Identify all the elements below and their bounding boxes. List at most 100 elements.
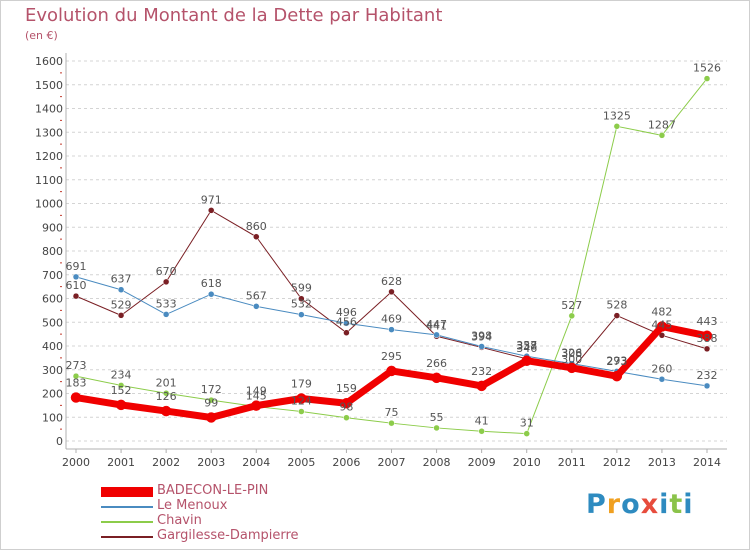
data-point-gargilesse-dampierre [613, 312, 621, 319]
x-tick-label: 2009 [468, 456, 496, 469]
y-tick-label: 800 [42, 245, 63, 258]
y-tick-label: 300 [42, 364, 63, 377]
data-label-chavin: 75 [385, 406, 399, 419]
data-label-chavin: 1325 [603, 109, 631, 122]
data-point-badecon-le-pin [611, 370, 623, 382]
data-label-badecon-le-pin: 126 [156, 390, 177, 403]
data-label-le-menoux: 637 [111, 273, 132, 286]
data-label-gargilesse-dampierre: 610 [66, 279, 87, 292]
data-label-le-menoux: 232 [697, 369, 718, 382]
data-label-le-menoux: 496 [336, 306, 357, 319]
data-label-le-menoux: 260 [651, 362, 672, 375]
data-label-chavin: 1287 [648, 118, 676, 131]
data-label-badecon-le-pin: 308 [561, 347, 582, 360]
data-label-gargilesse-dampierre: 394 [471, 330, 492, 343]
data-point-gargilesse-dampierre [388, 288, 395, 296]
y-tick-label: 600 [42, 293, 63, 306]
data-label-badecon-le-pin: 266 [426, 357, 447, 370]
logo-letter: x [640, 489, 660, 520]
axes [60, 53, 727, 453]
data-point-le-menoux [703, 382, 711, 390]
data-label-gargilesse-dampierre: 441 [426, 319, 447, 332]
legend-label: Le Menoux [157, 498, 228, 513]
data-point-gargilesse-dampierre [658, 332, 666, 339]
data-point-chavin [72, 372, 80, 380]
data-label-le-menoux: 398 [471, 329, 492, 342]
legend-swatch [101, 506, 153, 508]
data-label-badecon-le-pin: 338 [516, 340, 537, 353]
data-point-chavin [343, 414, 350, 421]
chart-title: Evolution du Montant de la Dette par Hab… [25, 5, 443, 26]
y-tick-label: 700 [42, 269, 63, 282]
data-label-gargilesse-dampierre: 529 [111, 298, 132, 311]
data-label-gargilesse-dampierre: 860 [246, 220, 267, 233]
data-label-le-menoux: 293 [606, 354, 627, 367]
data-label-le-menoux: 532 [291, 298, 312, 311]
data-point-gargilesse-dampierre [207, 207, 215, 214]
data-label-le-menoux: 691 [66, 260, 87, 273]
data-label-chavin: 145 [246, 390, 267, 403]
legend-label: Chavin [157, 513, 202, 528]
data-label-gargilesse-dampierre: 670 [156, 265, 177, 278]
data-label-badecon-le-pin: 295 [381, 350, 402, 363]
data-point-le-menoux [388, 326, 395, 333]
data-label-le-menoux: 357 [516, 339, 537, 352]
data-label-badecon-le-pin: 482 [651, 306, 672, 319]
legend-swatch [101, 487, 153, 497]
y-tick-label: 1300 [35, 126, 63, 139]
x-tick-label: 2014 [693, 456, 721, 469]
data-point-le-menoux [343, 319, 350, 327]
data-point-le-menoux [207, 290, 215, 298]
data-label-chavin: 98 [339, 401, 353, 414]
y-tick-label: 1400 [35, 103, 63, 116]
data-label-badecon-le-pin: 183 [66, 377, 87, 390]
x-tick-label: 2006 [332, 456, 360, 469]
data-label-badecon-le-pin: 179 [291, 377, 312, 390]
data-point-chavin [388, 419, 395, 427]
data-point-gargilesse-dampierre [72, 292, 80, 300]
logo-letter: r [606, 489, 622, 520]
data-label-chavin: 31 [520, 417, 534, 430]
legend-swatch [101, 536, 153, 538]
data-label-chavin: 527 [561, 299, 582, 312]
data-point-badecon-le-pin [386, 365, 397, 377]
data-label-badecon-le-pin: 443 [697, 315, 718, 328]
x-tick-label: 2007 [378, 456, 406, 469]
x-tick-label: 2013 [648, 456, 676, 469]
data-label-gargilesse-dampierre: 300 [561, 353, 582, 366]
data-point-badecon-le-pin [251, 400, 262, 411]
data-label-chavin: 124 [291, 395, 312, 408]
data-point-chavin [478, 428, 485, 435]
data-point-chavin [433, 424, 440, 432]
y-tick-label: 0 [56, 435, 63, 448]
data-point-gargilesse-dampierre [298, 295, 305, 302]
data-point-chavin [207, 396, 215, 404]
data-label-badecon-le-pin: 149 [246, 385, 267, 398]
x-tick-labels: 2000 2001 2002 2003 2004 2005 2006 2007 2008 2009… [62, 456, 721, 469]
data-point-gargilesse-dampierre [253, 233, 260, 240]
data-point-badecon-le-pin [656, 321, 668, 332]
data-point-chavin [658, 132, 666, 139]
logo-letter: o [621, 489, 641, 520]
data-point-chavin [703, 75, 711, 82]
logo-letter: P [586, 489, 607, 520]
data-label-le-menoux: 447 [426, 318, 447, 331]
data-point-badecon-le-pin [566, 362, 578, 374]
data-point-le-menoux [253, 303, 260, 310]
y-tick-label: 100 [42, 411, 63, 424]
y-tick-labels: 0 100 200 300 400 500 600 700 800 900 1000 1100 1200… [35, 55, 63, 448]
legend-label: BADECON-LE-PIN [157, 483, 269, 498]
y-tick-label: 400 [42, 340, 63, 353]
data-point-badecon-le-pin [521, 355, 532, 366]
x-tick-label: 2008 [423, 456, 451, 469]
grid-lines [66, 60, 727, 442]
data-point-le-menoux [162, 311, 170, 318]
data-point-chavin [568, 312, 576, 320]
data-point-le-menoux [658, 376, 666, 383]
series-lines [70, 75, 713, 437]
y-tick-label: 200 [42, 388, 63, 401]
data-point-badecon-le-pin [115, 399, 127, 411]
data-label-le-menoux: 533 [156, 297, 177, 310]
